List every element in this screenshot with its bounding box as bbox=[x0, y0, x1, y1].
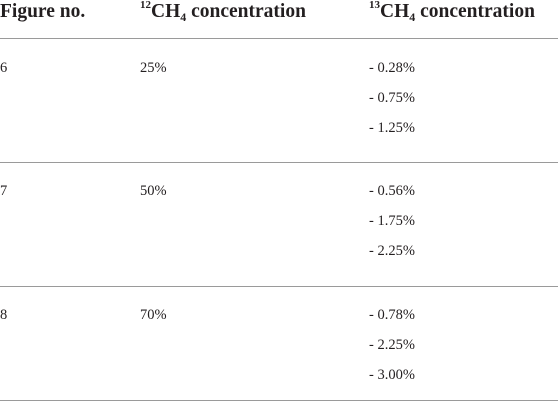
formula-subscript: 4 bbox=[180, 10, 187, 24]
cell-12ch4: 25% bbox=[140, 60, 167, 76]
header-suffix: concentration bbox=[186, 1, 306, 22]
header-13ch4-concentration: 13CH4 concentration bbox=[369, 0, 535, 24]
cell-12ch4: 70% bbox=[140, 307, 167, 323]
cell-13ch4-value: - 0.56% bbox=[369, 183, 415, 199]
row-divider bbox=[0, 162, 558, 163]
cell-13ch4-value: - 1.75% bbox=[369, 213, 415, 229]
header-divider bbox=[0, 38, 558, 39]
cell-13ch4-value: - 0.78% bbox=[369, 307, 415, 323]
header-12ch4-concentration: 12CH4 concentration bbox=[140, 0, 306, 24]
formula-base: CH bbox=[151, 1, 181, 22]
cell-figure-no: 8 bbox=[0, 307, 8, 323]
cell-13ch4-value: - 2.25% bbox=[369, 337, 415, 353]
header-suffix: concentration bbox=[415, 1, 535, 22]
row-divider bbox=[0, 286, 558, 287]
formula-base: CH bbox=[380, 1, 410, 22]
cell-figure-no: 6 bbox=[0, 60, 8, 76]
cell-12ch4: 50% bbox=[140, 183, 167, 199]
cell-13ch4-value: - 0.75% bbox=[369, 90, 415, 106]
isotope-superscript: 13 bbox=[369, 0, 380, 11]
cell-13ch4-value: - 1.25% bbox=[369, 120, 415, 136]
formula-subscript: 4 bbox=[409, 10, 416, 24]
cell-13ch4-value: - 0.28% bbox=[369, 60, 415, 76]
cell-13ch4-value: - 3.00% bbox=[369, 367, 415, 383]
isotope-superscript: 12 bbox=[140, 0, 151, 11]
cell-figure-no: 7 bbox=[0, 183, 8, 199]
header-figure-no: Figure no. bbox=[0, 1, 86, 22]
table-bottom-border bbox=[0, 400, 558, 401]
cell-13ch4-value: - 2.25% bbox=[369, 243, 415, 259]
